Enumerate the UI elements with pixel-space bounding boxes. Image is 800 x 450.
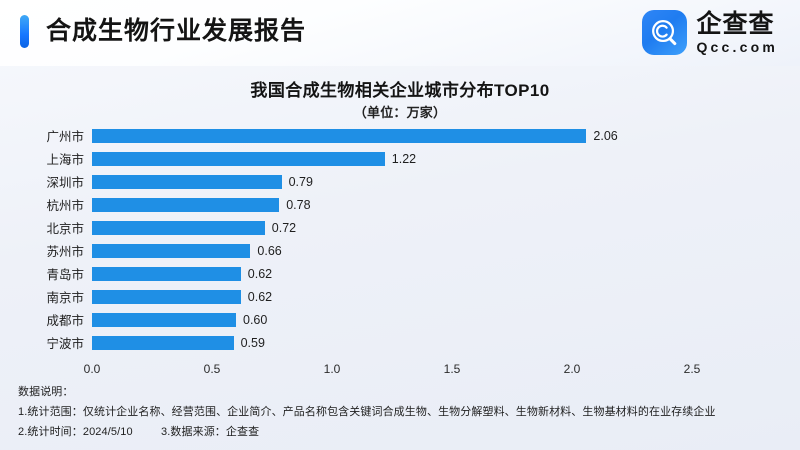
bar-value-label: 0.66 xyxy=(257,243,282,258)
notes-statistic-time: 2.统计时间：2024/5/10 xyxy=(18,426,133,438)
x-axis-tick-label: 2.5 xyxy=(683,362,701,376)
bar-value-label: 1.22 xyxy=(391,151,417,166)
x-axis: 0.0 0.5 1.0 1.5 2.0 2.5 xyxy=(84,362,752,380)
qcc-brand-logo[interactable]: 企查查 Qcc.com xyxy=(642,10,778,55)
bar-category-label: 深圳市 xyxy=(46,176,84,190)
bar[interactable] xyxy=(92,220,265,235)
bar-category-label: 苏州市 xyxy=(46,245,84,259)
bar-row: 成都市 0.60 xyxy=(0,308,800,331)
bar-value-label: 0.59 xyxy=(240,335,265,350)
qcc-logo-icon xyxy=(642,10,688,55)
x-axis-tick-label: 0.0 xyxy=(83,362,101,376)
bar-category-label: 上海市 xyxy=(46,153,84,167)
bar-category-label: 北京市 xyxy=(46,222,84,236)
bar-value-label: 0.62 xyxy=(247,266,273,281)
chart-title: 我国合成生物相关企业城市分布TOP10 xyxy=(250,81,550,100)
bar[interactable] xyxy=(92,151,385,166)
bar-row: 广州市 2.06 xyxy=(0,124,800,147)
bar-value-label: 0.60 xyxy=(243,312,268,327)
bar-track: 0.60 xyxy=(92,312,800,327)
bar-track: 0.78 xyxy=(92,197,800,212)
bar[interactable] xyxy=(92,128,587,143)
bar-track: 0.62 xyxy=(92,266,800,281)
bar-value-label: 0.72 xyxy=(271,220,297,235)
bar-value-label: 2.06 xyxy=(593,128,618,143)
bar-value-label: 0.62 xyxy=(247,289,273,304)
x-axis-tick-label: 1.5 xyxy=(443,362,461,376)
bar-row: 宁波市 0.59 xyxy=(0,331,800,354)
notes-heading: 数据说明： xyxy=(18,386,74,398)
bar-rows: 广州市 2.06 上海市 1.22 深圳市 0.79 杭州市 0.78 北京市 0.72 苏州市 0.… xyxy=(0,124,800,354)
notes-line-2: 2.统计时间：2024/5/10 3.数据来源：企查查 xyxy=(18,422,788,442)
bar-row: 杭州市 0.78 xyxy=(0,193,800,216)
x-axis-tick-label: 1.0 xyxy=(323,362,341,376)
header-accent-bar xyxy=(20,15,29,48)
bar-row: 北京市 0.72 xyxy=(0,216,800,239)
qcc-logo-text: 企查查 Qcc.com xyxy=(696,9,778,55)
bar-row: 深圳市 0.79 xyxy=(0,170,800,193)
bar-category-label: 成都市 xyxy=(46,314,84,328)
bar[interactable] xyxy=(92,312,236,327)
bar-track: 0.79 xyxy=(92,174,800,189)
bar-track: 0.62 xyxy=(92,289,800,304)
chart-subtitle: （单位：万家） xyxy=(353,105,447,120)
bar-row: 苏州市 0.66 xyxy=(0,239,800,262)
bar-row: 南京市 0.62 xyxy=(0,285,800,308)
qcc-logo-cn: 企查查 xyxy=(696,9,775,38)
bar-category-label: 宁波市 xyxy=(46,337,84,351)
bar-category-label: 广州市 xyxy=(46,130,84,144)
bar[interactable] xyxy=(92,197,280,212)
bar-track: 1.22 xyxy=(92,151,800,166)
bar-category-label: 杭州市 xyxy=(46,199,84,213)
bar[interactable] xyxy=(92,174,282,189)
data-notes: 数据说明： 1.统计范围：仅统计企业名称、经营范围、企业简介、产品名称包含关键词… xyxy=(18,382,788,442)
bar[interactable] xyxy=(92,335,234,350)
bar[interactable] xyxy=(92,266,241,281)
bar[interactable] xyxy=(92,289,241,304)
bar-track: 2.06 xyxy=(92,128,800,143)
bar-value-label: 0.79 xyxy=(288,174,313,189)
qcc-logo-en: Qcc.com xyxy=(696,38,778,55)
bar-track: 0.59 xyxy=(92,335,800,350)
bar-category-label: 南京市 xyxy=(46,291,84,305)
bar-category-label: 青岛市 xyxy=(46,268,84,282)
notes-data-source: 3.数据来源：企查查 xyxy=(161,426,260,438)
bar-track: 0.66 xyxy=(92,243,800,258)
bar-value-label: 0.78 xyxy=(286,197,311,212)
bar-row: 青岛市 0.62 xyxy=(0,262,800,285)
bar-track: 0.72 xyxy=(92,220,800,235)
notes-line-1: 1.统计范围：仅统计企业名称、经营范围、企业简介、产品名称包含关键词合成生物、生… xyxy=(18,406,716,418)
x-axis-tick-label: 0.5 xyxy=(203,362,221,376)
bar-row: 上海市 1.22 xyxy=(0,147,800,170)
x-axis-tick-label: 2.0 xyxy=(563,362,581,376)
page-title: 合成生物行业发展报告 xyxy=(46,17,307,45)
bar-chart: 广州市 2.06 上海市 1.22 深圳市 0.79 杭州市 0.78 北京市 0.72 苏州市 0.… xyxy=(0,124,800,360)
page-header: 合成生物行业发展报告 企查查 Qcc.com xyxy=(0,0,800,66)
bar[interactable] xyxy=(92,243,251,258)
